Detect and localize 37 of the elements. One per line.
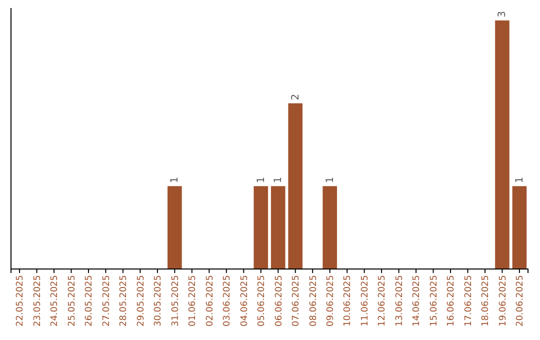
x-tick-label: 29.05.2025 bbox=[136, 275, 146, 327]
x-tick-label: 31.05.2025 bbox=[170, 275, 181, 327]
x-tick-label: 18.06.2025 bbox=[481, 275, 492, 327]
x-tick-label: 12.06.2025 bbox=[378, 275, 388, 327]
x-tick-label: 08.06.2025 bbox=[308, 275, 319, 327]
x-tick-label: 23.05.2025 bbox=[32, 275, 43, 327]
x-tick-label: 30.05.2025 bbox=[154, 275, 164, 327]
x-tick-label: 13.06.2025 bbox=[394, 275, 405, 327]
x-tick-label: 24.05.2025 bbox=[50, 275, 60, 327]
x-tick-label: 14.06.2025 bbox=[412, 275, 422, 327]
x-tick-label: 06.06.2025 bbox=[274, 275, 284, 327]
x-tick-label: 11.06.2025 bbox=[360, 275, 370, 327]
data-label: 1 bbox=[324, 176, 336, 184]
x-tick-label: 02.06.2025 bbox=[205, 275, 216, 327]
x-tick-label: 16.06.2025 bbox=[446, 275, 457, 327]
x-tick-label: 09.06.2025 bbox=[326, 275, 336, 327]
x-tick-label: 17.06.2025 bbox=[464, 275, 474, 327]
x-tick-label: 22.05.2025 bbox=[16, 275, 26, 327]
x-tick-label: 25.05.2025 bbox=[67, 275, 78, 327]
x-tick-label: 20.06.2025 bbox=[516, 275, 526, 327]
data-label: 1 bbox=[256, 176, 267, 184]
data-label: 1 bbox=[170, 176, 181, 184]
x-tick-label: 04.06.2025 bbox=[240, 275, 250, 327]
x-tick-label: 05.06.2025 bbox=[257, 275, 268, 327]
x-tick-label: 07.06.2025 bbox=[292, 275, 302, 327]
x-tick-label: 26.05.2025 bbox=[84, 275, 95, 327]
data-label: 2 bbox=[290, 94, 302, 100]
x-tick-label: 27.05.2025 bbox=[102, 275, 112, 327]
x-tick-label: 03.06.2025 bbox=[222, 275, 233, 327]
x-tick-label: 15.06.2025 bbox=[429, 275, 440, 327]
x-tick-label: 28.05.2025 bbox=[119, 275, 130, 327]
x-tick-label: 19.06.2025 bbox=[498, 275, 508, 327]
x-tick-label: 01.06.2025 bbox=[188, 275, 198, 327]
x-tick-label: 10.06.2025 bbox=[343, 275, 354, 327]
data-label: 1 bbox=[273, 176, 284, 184]
data-label: 3 bbox=[497, 11, 508, 18]
data-label: 1 bbox=[514, 176, 526, 184]
